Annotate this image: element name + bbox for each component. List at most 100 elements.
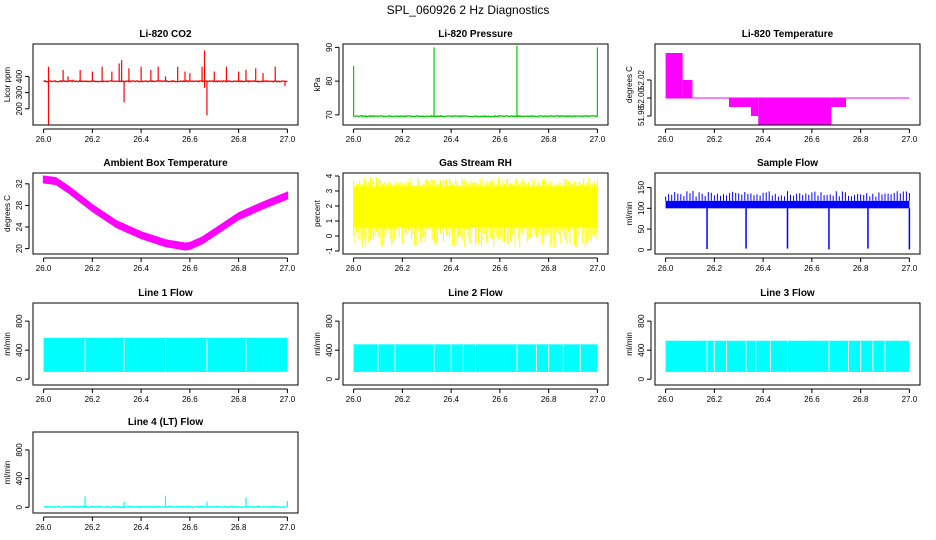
y-axis-label: ml/min — [3, 332, 12, 356]
y-tick-label: 24 — [15, 222, 24, 231]
x-axis: 26.0 26.2 26.4 26.6 26.8 27.0 — [36, 257, 296, 273]
chart-title: Line 2 Flow — [448, 288, 503, 299]
x-tick-label: 26.0 — [36, 264, 52, 273]
y-axis: 200 300 400 — [15, 69, 30, 115]
x-tick-label: 26.2 — [85, 395, 101, 404]
chart-title: Line 4 (LT) Flow — [128, 417, 204, 428]
figure-title: SPL_060926 2 Hz Diagnostics — [387, 3, 550, 17]
y-tick-label: 800 — [15, 314, 24, 328]
x-tick-label: 26.8 — [231, 523, 247, 532]
x-tick-label: 26.8 — [853, 264, 869, 273]
x-tick-label: 27.0 — [590, 264, 606, 273]
series-line-1 — [43, 337, 288, 372]
y-axis: -1 0 1 2 3 4 — [325, 173, 340, 255]
y-tick-label: 100 — [637, 201, 646, 215]
chart-2: Li-820 Pressure 26.0 26.2 26.4 26.6 26.8 27.0 7… — [313, 29, 609, 144]
x-tick-label: 26.6 — [492, 135, 508, 144]
y-axis-label: ml/min — [625, 202, 634, 226]
y-tick-label: 1 — [325, 218, 334, 223]
y-tick-label: 800 — [15, 443, 24, 457]
plot-frame — [654, 43, 921, 126]
series-box-temp — [42, 175, 289, 251]
x-tick-label: 26.6 — [182, 264, 198, 273]
x-tick-label: 26.0 — [658, 264, 674, 273]
chart-6: Sample Flow 26.0 26.2 26.4 26.6 26.8 27.0 0 50 10… — [625, 158, 921, 273]
x-tick-label: 26.2 — [395, 264, 411, 273]
x-tick-label: 26.8 — [541, 395, 557, 404]
chart-title: Li-820 Temperature — [742, 29, 834, 40]
x-tick-label: 26.4 — [443, 135, 459, 144]
x-tick-label: 26.4 — [133, 264, 149, 273]
y-tick-label: 0 — [15, 376, 24, 381]
y-tick-label: 150 — [637, 180, 646, 194]
temperature-block — [682, 80, 693, 98]
x-tick-label: 26.4 — [755, 135, 771, 144]
x-tick-label: 26.4 — [133, 523, 149, 532]
chart-10: Line 4 (LT) Flow 26.0 26.2 26.4 26.6 26.8 27.0… — [3, 417, 299, 532]
x-tick-label: 26.2 — [707, 395, 723, 404]
trace-line — [43, 79, 288, 83]
plot-frame — [342, 43, 609, 126]
chart-7: Line 1 Flow 26.0 26.2 26.4 26.6 26.8 27.0 0 400 8… — [3, 288, 299, 404]
series-line-3 — [665, 340, 910, 372]
trace-line — [353, 114, 598, 118]
chart-title: Line 3 Flow — [760, 288, 815, 299]
temperature-block — [831, 98, 847, 107]
series-co2 — [43, 50, 288, 125]
x-axis: 26.0 26.2 26.4 26.6 26.8 27.0 — [658, 128, 918, 144]
plot-frame — [342, 302, 609, 386]
chart-title: Sample Flow — [757, 158, 818, 169]
y-axis: 0 400 800 — [637, 314, 652, 381]
chart-title: Gas Stream RH — [439, 158, 512, 169]
x-tick-label: 26.0 — [658, 395, 674, 404]
y-tick-label: 400 — [15, 343, 24, 357]
y-axis-label: ml/min — [3, 461, 12, 485]
series-rh — [353, 177, 598, 248]
y-axis-label: kPa — [313, 77, 322, 91]
flow-peaks — [665, 191, 910, 201]
x-tick-label: 26.2 — [85, 135, 101, 144]
x-tick-label: 26.8 — [541, 135, 557, 144]
x-tick-label: 26.2 — [85, 523, 101, 532]
y-tick-label: 0 — [637, 247, 646, 252]
x-axis: 26.0 26.2 26.4 26.6 26.8 27.0 — [346, 128, 606, 144]
x-tick-label: 27.0 — [280, 264, 296, 273]
y-axis-label: Licor ppm — [3, 67, 12, 102]
plot-frame — [654, 302, 921, 386]
y-tick-label: 400 — [15, 69, 24, 83]
temperature-block — [665, 53, 683, 98]
x-tick-label: 26.6 — [182, 135, 198, 144]
x-axis: 26.0 26.2 26.4 26.6 26.8 27.0 — [346, 388, 606, 404]
x-tick-label: 26.2 — [707, 135, 723, 144]
y-axis: 0 400 800 — [15, 314, 30, 381]
chart-title: Li-820 CO2 — [139, 29, 192, 40]
y-tick-label: 300 — [15, 85, 24, 99]
y-tick-label: 400 — [637, 343, 646, 357]
series-line-4 — [43, 495, 288, 509]
x-tick-label: 26.8 — [853, 395, 869, 404]
y-tick-label: 0 — [637, 376, 646, 381]
y-tick-label: 800 — [637, 314, 646, 328]
series-line-2 — [353, 344, 598, 372]
x-tick-label: 26.8 — [541, 264, 557, 273]
x-tick-label: 26.0 — [36, 135, 52, 144]
x-tick-label: 26.4 — [443, 395, 459, 404]
x-tick-label: 27.0 — [590, 135, 606, 144]
y-tick-label: 400 — [325, 343, 334, 357]
x-tick-label: 26.0 — [346, 135, 362, 144]
x-tick-label: 26.0 — [36, 523, 52, 532]
y-tick-label: 50 — [637, 224, 646, 233]
series-sample-flow — [665, 191, 911, 250]
x-tick-label: 26.8 — [231, 395, 247, 404]
x-axis: 26.0 26.2 26.4 26.6 26.8 27.0 — [36, 388, 296, 404]
series-temperature — [665, 53, 910, 125]
x-tick-label: 27.0 — [280, 395, 296, 404]
x-tick-label: 26.8 — [231, 264, 247, 273]
y-tick-label: 80 — [325, 76, 334, 85]
chart-grid: Li-820 CO2 26.0 26.2 26.4 26.6 26.8 27.0 200300… — [3, 29, 921, 532]
y-axis-label: percent — [313, 199, 322, 226]
y-axis: 0 50 100 150 — [637, 180, 652, 252]
x-tick-label: 27.0 — [902, 135, 918, 144]
x-tick-label: 26.2 — [395, 395, 411, 404]
